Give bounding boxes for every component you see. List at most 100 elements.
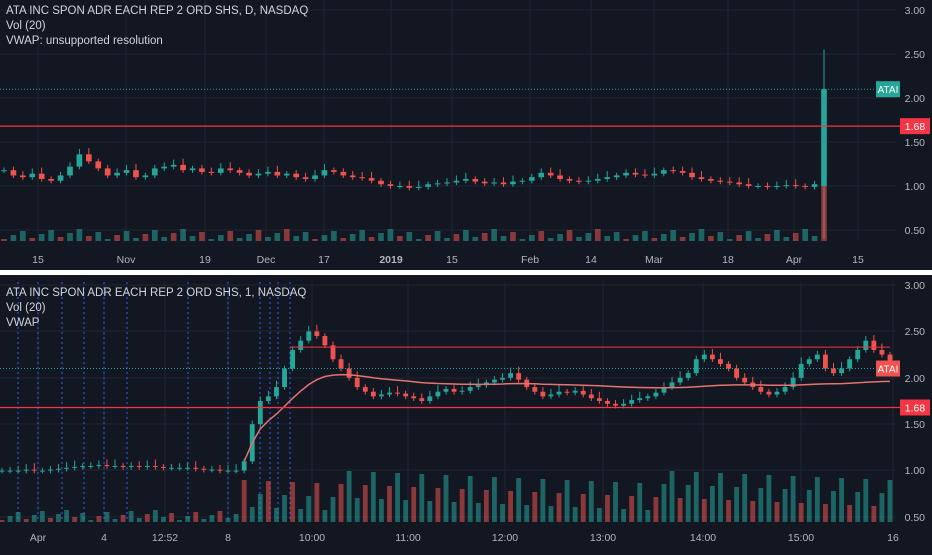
candle-body <box>76 154 83 167</box>
volume-bar <box>233 514 239 522</box>
candle-body <box>246 172 252 176</box>
candle-body <box>444 182 450 184</box>
volume-bar <box>491 229 497 241</box>
candle-body <box>540 391 546 397</box>
candle-body <box>64 467 70 469</box>
candle-body <box>20 175 26 178</box>
volume-bar <box>274 508 279 522</box>
volume-bar <box>10 235 17 241</box>
volume-bar <box>255 230 262 241</box>
volume-bar <box>879 493 885 522</box>
volume-bar <box>312 239 318 241</box>
volume-bar <box>427 501 433 522</box>
candle-body <box>283 173 290 176</box>
volume-bar <box>189 236 196 241</box>
volume-bar <box>144 514 150 522</box>
candle-body <box>95 161 102 169</box>
candle-body <box>217 469 223 471</box>
candle-body <box>717 180 724 182</box>
bottom-x-tick-label: 12:00 <box>492 532 518 544</box>
candle-body <box>645 396 651 399</box>
top-y-tick-label: 3.00 <box>905 5 926 17</box>
volume-bar <box>629 496 635 522</box>
candle-body <box>368 178 375 181</box>
candle-body <box>321 170 328 176</box>
volume-bar <box>169 513 174 522</box>
volume-bar <box>387 229 394 241</box>
candle-body <box>588 394 594 399</box>
volume-bar <box>679 237 686 241</box>
volume-bar <box>298 509 304 522</box>
bottom-legend-symbol[interactable]: ATA INC SPON ADR EACH REP 2 ORD SHS, 1, … <box>6 287 307 299</box>
top-x-tick-label: Dec <box>257 254 276 266</box>
volume-bar <box>397 236 403 241</box>
volume-bar <box>698 229 705 241</box>
top-price-tag-label: ATAI <box>878 85 899 96</box>
candle-body <box>199 168 205 172</box>
volume-bar <box>359 230 365 241</box>
candle-body <box>605 401 610 404</box>
candle-body <box>806 359 812 364</box>
candle-body <box>547 172 554 176</box>
candle-body <box>576 180 582 182</box>
top-legend-vwap[interactable]: VWAP: unsupported resolution <box>6 35 163 47</box>
top-x-tick-label: 2019 <box>379 254 403 266</box>
candle-body <box>136 465 142 467</box>
volume-bar <box>29 238 36 241</box>
candle-body <box>679 171 686 173</box>
candle-body <box>613 403 618 406</box>
volume-bar <box>443 475 449 522</box>
candle-body <box>10 170 17 176</box>
top-legend-volume[interactable]: Vol (20) <box>6 20 46 32</box>
volume-bar <box>734 487 740 522</box>
volume-bar <box>783 237 790 241</box>
top-y-tick-label: 1.50 <box>905 137 926 149</box>
candle-body <box>39 470 45 472</box>
volume-bar <box>863 479 869 522</box>
candle-body <box>564 391 570 393</box>
volume-bar <box>161 237 168 241</box>
candle-body <box>651 173 658 176</box>
bottom-y-tick-label: 2.00 <box>905 373 926 385</box>
candle-body <box>419 398 425 401</box>
candle-body <box>133 170 139 178</box>
candle-body <box>467 387 473 391</box>
candle-body <box>96 465 102 467</box>
candle-body <box>855 349 861 360</box>
bottom-panel-bg <box>0 282 932 522</box>
volume-bar <box>596 508 602 522</box>
volume-bar <box>693 472 699 522</box>
candle-body <box>255 173 262 176</box>
candle-body <box>293 173 300 178</box>
top-x-tick-label: 17 <box>318 254 330 266</box>
candle-body <box>152 465 158 467</box>
candle-body <box>629 400 635 404</box>
candle-body <box>453 180 460 183</box>
candle-body <box>670 170 677 172</box>
candle-body <box>67 166 73 176</box>
candle-body <box>596 398 602 401</box>
volume-bar <box>742 474 748 522</box>
candle-body <box>623 172 629 176</box>
volume-bar <box>774 230 780 241</box>
candle-body <box>227 168 234 171</box>
volume-bar <box>378 233 384 241</box>
candle-body <box>701 354 707 360</box>
candle-body <box>798 363 804 378</box>
candle-body <box>693 359 699 374</box>
bottom-legend-vwap[interactable]: VWAP <box>6 317 40 329</box>
volume-bar <box>475 503 481 522</box>
volume-bar <box>726 500 731 522</box>
volume-bar <box>293 236 300 241</box>
volume-bar <box>249 507 255 522</box>
volume-bar <box>201 519 207 522</box>
volume-bar <box>227 231 234 241</box>
bottom-legend-volume[interactable]: Vol (20) <box>6 302 46 314</box>
volume-bar <box>257 494 263 522</box>
candle-body <box>0 470 5 472</box>
candle-body <box>451 388 457 392</box>
top-legend-symbol[interactable]: ATA INC SPON ADR EACH REP 2 ORD SHS, D, … <box>6 5 309 17</box>
candle-body <box>548 394 554 397</box>
